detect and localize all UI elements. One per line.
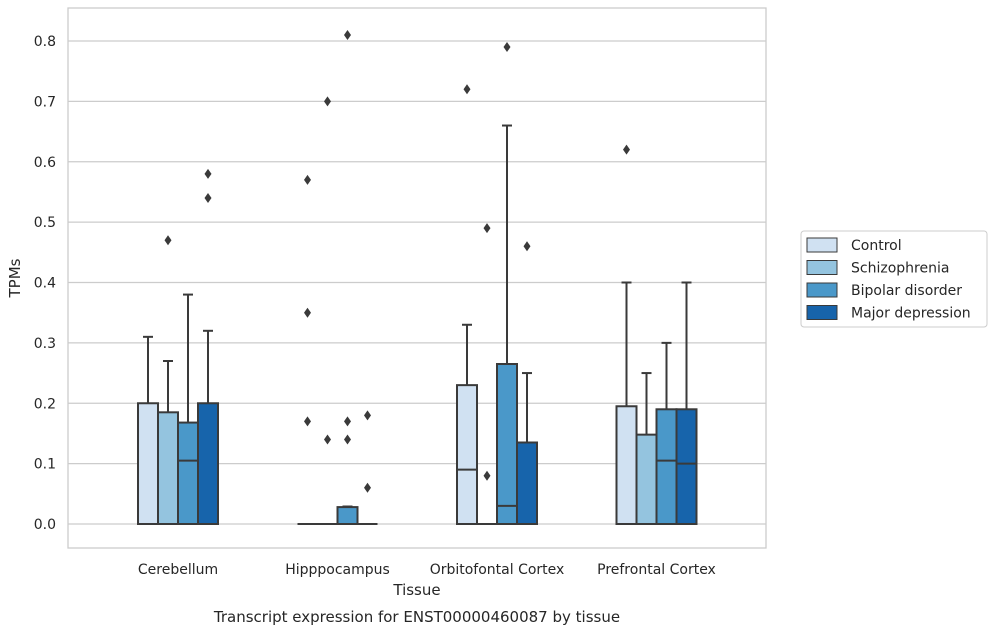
boxes — [137, 29, 698, 526]
x-tick-label: Orbitofontal Cortex — [430, 562, 565, 578]
y-tick-label: 0.4 — [34, 276, 56, 292]
legend-label: Control — [851, 238, 902, 254]
outlier-point — [344, 29, 351, 40]
box-control — [297, 174, 318, 525]
box-body — [516, 441, 538, 525]
outlier-point — [344, 434, 351, 445]
box-schizophrenia — [635, 372, 658, 525]
y-tick-label: 0.6 — [34, 155, 56, 171]
x-tick-label: Hipppocampus — [285, 562, 390, 578]
box-body — [336, 506, 359, 526]
box-bipolar-disorder — [655, 341, 678, 526]
box-body — [197, 402, 219, 525]
legend-frame — [800, 230, 988, 328]
outlier-point — [483, 470, 491, 481]
legend-item: Control — [806, 237, 902, 254]
legend-swatch — [806, 282, 838, 298]
outlier-point — [364, 482, 371, 493]
box-major-depression — [675, 281, 698, 526]
y-tick-label: 0.0 — [34, 517, 56, 533]
outlier-point — [324, 96, 331, 107]
box-body — [675, 408, 698, 526]
y-tick-label: 0.1 — [34, 457, 56, 473]
legend-swatch — [806, 237, 838, 253]
outlier-point — [164, 235, 172, 246]
outlier-point — [324, 434, 331, 445]
outlier-point — [523, 241, 531, 252]
box-body — [655, 408, 678, 526]
legend: Control Schizophrenia Bipolar disorder Majo… — [800, 230, 988, 328]
legend-swatch — [806, 305, 838, 320]
box-body — [157, 411, 179, 525]
box-major-depression — [197, 168, 219, 525]
box-body — [177, 421, 199, 526]
box-body — [137, 402, 159, 525]
outlier-point — [304, 416, 311, 427]
box-major-depression — [357, 410, 378, 525]
outlier-point — [204, 168, 212, 179]
box-bipolar-disorder — [496, 42, 518, 525]
y-tick-label: 0.5 — [34, 215, 56, 231]
y-tick-label: 0.7 — [34, 94, 56, 110]
outlier-point — [364, 410, 371, 421]
box-bipolar-disorder — [336, 29, 359, 526]
outlier-point — [344, 416, 351, 427]
plot-area-frame — [67, 7, 767, 549]
box-bipolar-disorder — [177, 293, 199, 526]
legend-swatch — [806, 260, 838, 275]
box-body — [496, 363, 518, 525]
legend-item: Major depression — [806, 305, 971, 322]
x-axis-label: Tissue — [392, 581, 440, 599]
box-control — [137, 335, 159, 525]
legend-label: Bipolar disorder — [851, 283, 962, 299]
box-body — [456, 384, 478, 526]
outlier-point — [204, 192, 212, 203]
x-tick-label: Cerebellum — [138, 562, 218, 578]
y-axis-label: TPMs — [6, 258, 24, 298]
legend-label: Major depression — [851, 306, 971, 322]
box-control — [456, 84, 478, 526]
outlier-point — [483, 223, 491, 234]
outlier-point — [304, 307, 311, 318]
y-tick-label: 0.2 — [34, 396, 56, 412]
box-body — [615, 405, 638, 525]
box-major-depression — [516, 241, 538, 525]
x-tick-label: Prefrontal Cortex — [597, 562, 716, 578]
y-tick-label: 0.8 — [34, 34, 56, 50]
chart-caption: Transcript expression for ENST0000046008… — [213, 608, 620, 626]
outlier-point — [304, 174, 311, 185]
legend-label: Schizophrenia — [851, 261, 949, 277]
outlier-point — [503, 42, 511, 53]
outlier-point — [463, 84, 471, 95]
box-body — [635, 433, 658, 525]
box-schizophrenia — [317, 96, 338, 525]
outlier-point — [623, 144, 630, 155]
box-schizophrenia — [157, 235, 179, 525]
legend-item: Schizophrenia — [806, 260, 949, 277]
box-schizophrenia — [477, 223, 497, 525]
x-axis-ticks: Cerebellum Hipppocampus Orbitofontal Corte… — [138, 562, 716, 578]
y-axis-ticks: 0.0 0.1 0.2 0.3 0.4 0.5 0.6 0.7 0.8 — [34, 34, 56, 533]
legend-item: Bipolar disorder — [806, 282, 962, 299]
y-tick-label: 0.3 — [34, 336, 56, 352]
box-control — [615, 144, 638, 525]
